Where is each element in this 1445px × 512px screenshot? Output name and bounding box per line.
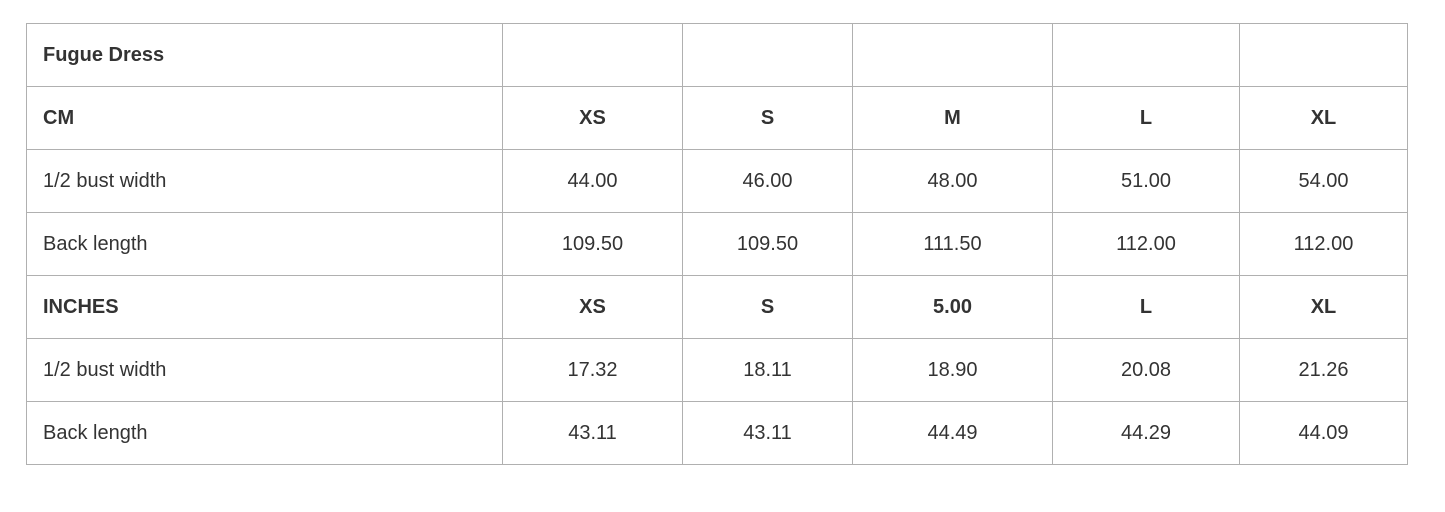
table-cell: 109.50 bbox=[682, 212, 853, 276]
table-cell bbox=[502, 23, 683, 87]
table-cell bbox=[1239, 23, 1408, 87]
table-cell: 48.00 bbox=[852, 149, 1053, 213]
row-label-cell: Back length bbox=[26, 212, 503, 276]
row-label-cell: Fugue Dress bbox=[26, 23, 503, 87]
table-cell: 44.29 bbox=[1052, 401, 1240, 465]
table-cell: XS bbox=[502, 275, 683, 339]
table-cell: 43.11 bbox=[502, 401, 683, 465]
table-cell: 5.00 bbox=[852, 275, 1053, 339]
table-cell: 21.26 bbox=[1239, 338, 1408, 402]
table-cell: 18.90 bbox=[852, 338, 1053, 402]
table-cell: 54.00 bbox=[1239, 149, 1408, 213]
row-label-cell: Back length bbox=[26, 401, 503, 465]
table-row: Back length 43.11 43.11 44.49 44.29 44.09 bbox=[26, 401, 1408, 465]
table-cell: 20.08 bbox=[1052, 338, 1240, 402]
table-cell: 18.11 bbox=[682, 338, 853, 402]
table-row: Back length 109.50 109.50 111.50 112.00 112.0… bbox=[26, 212, 1408, 276]
table-cell: 109.50 bbox=[502, 212, 683, 276]
row-label-cell: CM bbox=[26, 86, 503, 150]
table-cell: XL bbox=[1239, 275, 1408, 339]
row-label-cell: 1/2 bust width bbox=[26, 149, 503, 213]
table-cell: S bbox=[682, 86, 853, 150]
table-cell bbox=[682, 23, 853, 87]
table-cell: 44.09 bbox=[1239, 401, 1408, 465]
table-cell: XL bbox=[1239, 86, 1408, 150]
table-cell: S bbox=[682, 275, 853, 339]
table-cell: XS bbox=[502, 86, 683, 150]
table-cell: 112.00 bbox=[1239, 212, 1408, 276]
table-cell: 51.00 bbox=[1052, 149, 1240, 213]
table-cell: 43.11 bbox=[682, 401, 853, 465]
row-label-cell: 1/2 bust width bbox=[26, 338, 503, 402]
table-cell bbox=[852, 23, 1053, 87]
table-row: CM XS S M L XL bbox=[26, 86, 1408, 150]
table-row: INCHES XS S 5.00 L XL bbox=[26, 275, 1408, 339]
table-cell: 46.00 bbox=[682, 149, 853, 213]
table-cell: 17.32 bbox=[502, 338, 683, 402]
table-row: Fugue Dress bbox=[26, 23, 1408, 87]
table-cell: L bbox=[1052, 86, 1240, 150]
table-cell bbox=[1052, 23, 1240, 87]
table-cell: L bbox=[1052, 275, 1240, 339]
table-row: 1/2 bust width 44.00 46.00 48.00 51.00 54.00 bbox=[26, 149, 1408, 213]
size-chart-table: Fugue Dress CM XS S M L XL 1/2 bust width 44.00 4… bbox=[26, 23, 1408, 465]
table-cell: 111.50 bbox=[852, 212, 1053, 276]
table-cell: 112.00 bbox=[1052, 212, 1240, 276]
table-cell: 44.49 bbox=[852, 401, 1053, 465]
table-row: 1/2 bust width 17.32 18.11 18.90 20.08 21.26 bbox=[26, 338, 1408, 402]
table-cell: 44.00 bbox=[502, 149, 683, 213]
row-label-cell: INCHES bbox=[26, 275, 503, 339]
table-cell: M bbox=[852, 86, 1053, 150]
